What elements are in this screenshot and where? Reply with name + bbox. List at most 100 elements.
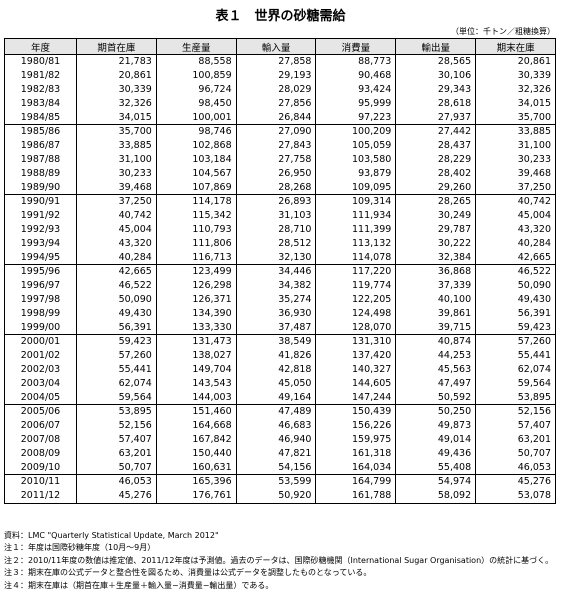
value-cell: 55,408 — [395, 460, 477, 475]
year-cell: 1992/93 — [4, 222, 77, 237]
value-cell: 56,391 — [76, 320, 157, 335]
value-cell: 45,004 — [76, 222, 157, 237]
table-row: 1981/82 20,861 100,859 29,193 90,468 30,106 30… — [4, 68, 556, 83]
value-cell: 41,826 — [235, 348, 317, 363]
header-cell: 生産量 — [155, 38, 237, 55]
value-cell: 144,003 — [155, 390, 237, 405]
value-cell: 35,700 — [76, 123, 157, 139]
value-cell: 128,070 — [315, 320, 397, 335]
value-cell: 100,859 — [155, 68, 237, 83]
value-cell: 34,446 — [235, 263, 317, 279]
year-cell: 2002/03 — [4, 362, 77, 377]
value-cell: 113,132 — [315, 236, 397, 251]
value-cell: 63,201 — [76, 446, 157, 461]
value-cell: 26,950 — [235, 166, 317, 181]
value-cell: 32,326 — [76, 96, 157, 111]
note-line: 資料：LMC "Quarterly Statistical Update, Ma… — [4, 531, 219, 540]
year-cell: 1987/88 — [4, 152, 77, 167]
value-cell: 29,260 — [395, 180, 477, 195]
value-cell: 46,053 — [475, 460, 556, 475]
value-cell: 47,821 — [235, 446, 317, 461]
value-cell: 29,193 — [235, 68, 317, 83]
value-cell: 40,100 — [395, 292, 477, 307]
year-cell: 2009/10 — [4, 460, 77, 475]
value-cell: 26,893 — [235, 193, 317, 209]
value-cell: 93,424 — [315, 82, 397, 97]
value-cell: 37,250 — [76, 193, 157, 209]
value-cell: 37,487 — [235, 320, 317, 335]
year-cell: 1980/81 — [4, 53, 77, 69]
header-cell: 輸出量 — [395, 38, 477, 55]
table-row: 1983/84 32,326 98,450 27,856 95,999 28,618 34,… — [4, 96, 556, 111]
year-cell: 1982/83 — [4, 82, 77, 97]
value-cell: 30,233 — [475, 152, 556, 167]
year-cell: 1994/95 — [4, 250, 77, 265]
year-cell: 2008/09 — [4, 446, 77, 461]
value-cell: 42,665 — [76, 263, 157, 279]
value-cell: 151,460 — [155, 403, 237, 419]
table-row: 1986/87 33,885 102,868 27,843 105,059 28,437 3… — [4, 138, 556, 153]
value-cell: 57,407 — [475, 418, 556, 433]
value-cell: 93,879 — [315, 166, 397, 181]
table-row: 2001/02 57,260 138,027 41,826 137,420 44,253 5… — [4, 348, 556, 363]
value-cell: 143,543 — [155, 376, 237, 391]
table-row: 1987/88 31,100 103,184 27,758 103,580 28,229 3… — [4, 152, 556, 167]
year-cell: 1981/82 — [4, 68, 77, 83]
value-cell: 27,758 — [235, 152, 317, 167]
value-cell: 144,605 — [315, 376, 397, 391]
note-line: 注３：期末在庫の公式データと整合性を図るため、消費量は公式データを調整したものと… — [4, 568, 372, 578]
value-cell: 31,100 — [475, 138, 556, 153]
value-cell: 30,106 — [395, 68, 477, 83]
table-row: 1999/00 56,391 133,330 37,487 128,070 39,715 5… — [4, 320, 556, 335]
value-cell: 20,861 — [475, 53, 556, 69]
value-cell: 159,975 — [315, 432, 397, 447]
value-cell: 27,843 — [235, 138, 317, 153]
table-row: 2006/07 52,156 164,668 46,683 156,226 49,873 5… — [4, 418, 556, 433]
value-cell: 105,059 — [315, 138, 397, 153]
year-cell: 2011/12 — [4, 488, 77, 504]
value-cell: 103,184 — [155, 152, 237, 167]
table-row: 1996/97 46,522 126,298 34,382 119,774 37,339 5… — [4, 278, 556, 293]
value-cell: 160,631 — [155, 460, 237, 475]
value-cell: 50,707 — [475, 446, 556, 461]
value-cell: 30,233 — [76, 166, 157, 181]
year-cell: 1995/96 — [4, 263, 77, 279]
value-cell: 97,223 — [315, 110, 397, 125]
value-cell: 40,742 — [475, 193, 556, 209]
value-cell: 110,793 — [155, 222, 237, 237]
value-cell: 32,326 — [475, 82, 556, 97]
table-row: 1991/92 40,742 115,342 31,103 111,934 30,249 4… — [4, 208, 556, 223]
value-cell: 37,339 — [395, 278, 477, 293]
sugar-table: 年度 期首在庫 生産量 輸入量 消費量 輸出量 期末在庫 1980/81 21,783 88,5… — [4, 38, 556, 504]
year-cell: 2007/08 — [4, 432, 77, 447]
table-body: 1980/81 21,783 88,558 27,858 88,773 28,565 20,… — [4, 53, 556, 504]
table-row: 1989/90 39,468 107,869 28,268 109,095 29,260 3… — [4, 180, 556, 195]
table-row: 1994/95 40,284 116,713 32,130 114,078 32,384 4… — [4, 250, 556, 265]
value-cell: 32,384 — [395, 250, 477, 265]
value-cell: 95,999 — [315, 96, 397, 111]
table-row: 2000/01 59,423 131,473 38,549 131,310 40,874 5… — [4, 333, 556, 349]
value-cell: 29,787 — [395, 222, 477, 237]
value-cell: 53,895 — [76, 403, 157, 419]
value-cell: 47,497 — [395, 376, 477, 391]
table-row: 2005/06 53,895 151,460 47,489 150,439 50,250 5… — [4, 403, 556, 419]
value-cell: 35,700 — [475, 110, 556, 125]
value-cell: 28,618 — [395, 96, 477, 111]
value-cell: 164,034 — [315, 460, 397, 475]
note-line: 注２：2010/11年度の数値は推定値、2011/12年度は予測値。過去のデータ… — [4, 555, 554, 565]
value-cell: 161,318 — [315, 446, 397, 461]
value-cell: 39,861 — [395, 306, 477, 321]
table-row: 1988/89 30,233 104,567 26,950 93,879 28,402 39… — [4, 166, 556, 181]
value-cell: 49,430 — [475, 292, 556, 307]
year-cell: 2010/11 — [4, 473, 77, 489]
value-cell: 107,869 — [155, 180, 237, 195]
value-cell: 28,710 — [235, 222, 317, 237]
value-cell: 100,209 — [315, 123, 397, 139]
value-cell: 176,761 — [155, 488, 237, 504]
value-cell: 50,592 — [395, 390, 477, 405]
value-cell: 46,940 — [235, 432, 317, 447]
table-row: 1982/83 30,339 96,724 28,029 93,424 29,343 32,… — [4, 82, 556, 97]
year-cell: 1985/86 — [4, 123, 77, 139]
value-cell: 27,858 — [235, 53, 317, 69]
value-cell: 35,274 — [235, 292, 317, 307]
